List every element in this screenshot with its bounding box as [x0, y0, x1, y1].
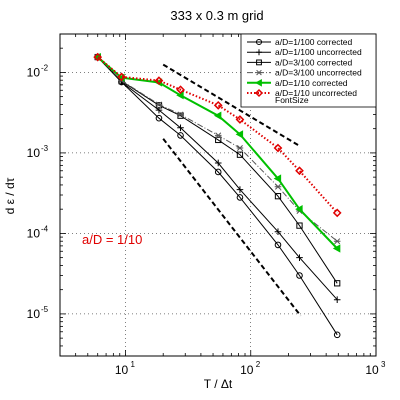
marker-plus — [177, 124, 184, 132]
legend-extra: FontSize — [275, 95, 309, 105]
marker-triangle — [254, 78, 262, 87]
legend-box — [240, 33, 377, 108]
marker-square — [274, 193, 282, 200]
y-tick-label-exponent: -5 — [41, 305, 49, 314]
marker-star — [214, 132, 222, 139]
legend-label: a/D=1/100 uncorrected — [275, 47, 362, 57]
marker-triangle — [295, 205, 303, 214]
marker-triangle — [273, 174, 282, 183]
marker-square — [296, 222, 303, 229]
x-tick-label: 10 — [365, 363, 379, 377]
marker-square — [215, 136, 222, 144]
marker-circle — [177, 132, 184, 139]
marker-circle — [236, 194, 244, 201]
marker-square — [236, 151, 244, 158]
marker-circle — [255, 38, 263, 46]
marker-plus — [256, 49, 262, 56]
series-6 — [93, 52, 342, 218]
annotation: a/D = 1/10 — [82, 232, 142, 247]
x-axis-label: T / Δt — [204, 377, 233, 391]
marker-circle — [296, 272, 303, 279]
series-line — [97, 56, 338, 336]
marker-diamond — [117, 72, 126, 82]
marker-diamond — [273, 143, 283, 153]
marker-plus — [274, 228, 282, 236]
marker-star — [155, 101, 163, 108]
marker-diamond — [235, 115, 245, 124]
marker-diamond — [93, 52, 103, 62]
marker-plus — [333, 296, 341, 304]
marker-star — [274, 183, 282, 190]
y-tick-label-exponent: -4 — [41, 224, 49, 233]
marker-circle — [333, 331, 341, 339]
marker-triangle — [213, 111, 222, 120]
reference-line — [162, 138, 302, 317]
y-tick-label: 10 — [27, 226, 41, 240]
marker-diamond — [213, 100, 223, 110]
legend-label: a/D=1/100 corrected — [275, 37, 353, 47]
marker-star — [236, 145, 244, 152]
marker-diamond — [295, 166, 304, 176]
marker-star — [256, 69, 262, 76]
marker-plus — [296, 254, 303, 261]
legend-entry: a/D=1/10 corrected — [247, 78, 348, 88]
series-5 — [93, 52, 341, 253]
marker-circle — [274, 241, 282, 249]
marker-diamond — [176, 85, 185, 95]
y-tick-label: 10 — [27, 146, 41, 160]
y-tick-label-exponent: -2 — [41, 63, 49, 72]
marker-triangle — [235, 130, 244, 139]
reference-line — [162, 63, 302, 148]
marker-star — [177, 111, 184, 118]
tick-labels: 10 1 10 2 10 310 -510 -410 -310 -2 — [27, 63, 386, 377]
legend-entry: a/D=3/100 corrected — [247, 57, 353, 67]
legend-entry: a/D=1/10 uncorrected — [247, 88, 357, 98]
y-axis-label: d ε / dτ — [3, 177, 17, 214]
marker-diamond — [254, 88, 264, 98]
legend-entry: a/D=1/100 uncorrected — [247, 47, 362, 57]
series-line — [97, 56, 338, 284]
chart-title: 333 x 0.3 m grid — [170, 8, 263, 23]
legend-label: a/D=3/100 corrected — [275, 57, 353, 67]
marker-diamond — [332, 208, 342, 218]
marker-triangle — [332, 244, 341, 253]
legend-label: a/D=1/10 uncorrected — [275, 88, 357, 98]
y-tick-label-exponent: -3 — [41, 144, 49, 153]
legend-label: a/D=3/100 uncorrected — [275, 68, 362, 78]
legend-entry: a/D=3/100 uncorrected — [247, 68, 362, 78]
marker-diamond — [154, 76, 164, 86]
x-tick-label: 10 — [240, 363, 254, 377]
series-layer — [93, 52, 342, 339]
reference-lines — [162, 63, 302, 317]
x-tick-label-exponent: 2 — [256, 360, 261, 369]
legend-label: a/D=1/10 corrected — [275, 78, 348, 88]
marker-star — [333, 238, 341, 245]
x-tick-label-exponent: 1 — [130, 360, 135, 369]
marker-plus — [236, 186, 244, 193]
legend-entry: a/D=1/100 corrected — [247, 37, 353, 47]
y-tick-label: 10 — [27, 307, 41, 321]
x-tick-label-exponent: 3 — [381, 360, 386, 369]
marker-plus — [214, 159, 222, 167]
marker-circle — [155, 114, 163, 122]
marker-square — [256, 59, 262, 66]
marker-square — [334, 280, 341, 287]
y-tick-label: 10 — [27, 65, 41, 79]
x-tick-label: 10 — [115, 363, 129, 377]
marker-circle — [214, 168, 222, 176]
